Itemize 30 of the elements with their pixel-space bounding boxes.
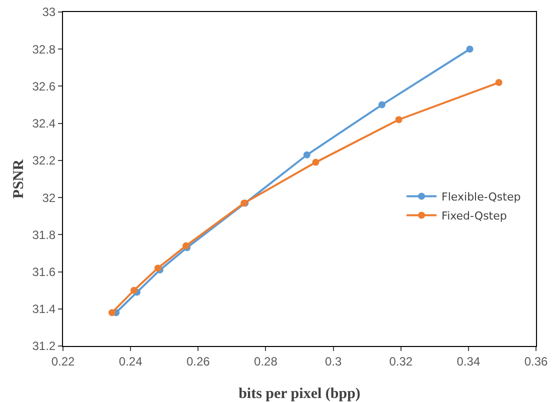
y-axis-title: PSNR xyxy=(11,159,27,199)
point xyxy=(130,286,138,294)
x-tick-label: 0.24 xyxy=(118,354,143,368)
y-tick-label: 31.2 xyxy=(32,339,56,354)
point xyxy=(395,116,402,124)
x-tick-label: 0.3 xyxy=(324,354,342,368)
point xyxy=(108,309,116,316)
y-tick-label: 31.6 xyxy=(32,264,56,279)
y-tick-label: 32 xyxy=(42,190,56,205)
point xyxy=(312,158,320,166)
legend-label: Flexible-Qstep xyxy=(442,190,521,204)
x-tick-label: 0.26 xyxy=(186,354,210,368)
y-tick-label: 32.4 xyxy=(32,116,56,131)
point xyxy=(466,46,474,53)
x-tick-label: 0.34 xyxy=(456,354,480,368)
point xyxy=(378,101,386,108)
legend-label: Fixed-Qstep xyxy=(442,210,507,223)
y-tick-label: 32.6 xyxy=(32,79,56,94)
y-tick-label: 33 xyxy=(42,5,56,20)
point xyxy=(303,151,310,158)
y-tick-label: 32.2 xyxy=(32,154,56,168)
x-tick-label: 0.32 xyxy=(389,354,413,368)
y-tick-label: 31.4 xyxy=(32,302,56,316)
x-tick-label: 0.36 xyxy=(524,354,548,368)
point xyxy=(495,79,502,86)
x-axis-title: bits per pixel (bpp) xyxy=(238,386,360,402)
x-tick-label: 0.22 xyxy=(51,354,75,368)
y-tick-label: 31.8 xyxy=(32,228,56,242)
x-tick-label: 0.28 xyxy=(254,354,278,368)
y-tick-label: 32.8 xyxy=(32,42,56,56)
